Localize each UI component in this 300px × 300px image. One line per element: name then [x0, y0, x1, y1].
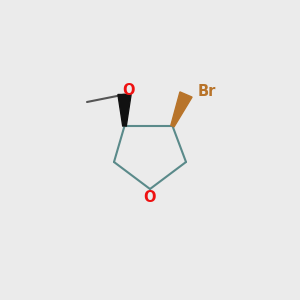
Text: Br: Br — [197, 84, 216, 99]
Text: O: O — [122, 83, 134, 98]
Polygon shape — [118, 94, 131, 126]
Polygon shape — [171, 92, 192, 127]
Text: O: O — [144, 190, 156, 205]
